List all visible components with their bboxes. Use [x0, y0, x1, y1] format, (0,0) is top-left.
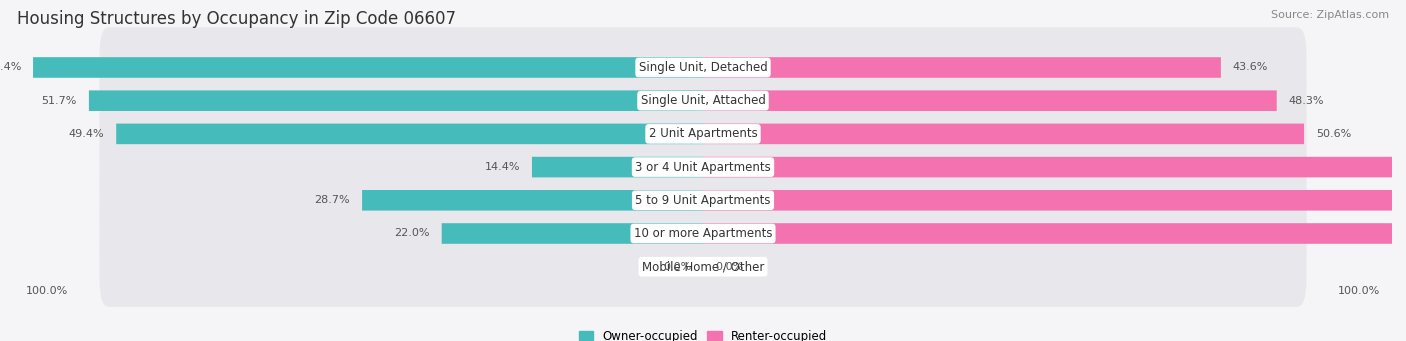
Text: 2 Unit Apartments: 2 Unit Apartments	[648, 128, 758, 140]
Text: Mobile Home / Other: Mobile Home / Other	[641, 260, 765, 273]
FancyBboxPatch shape	[703, 57, 1220, 78]
FancyBboxPatch shape	[703, 157, 1406, 177]
Text: 22.0%: 22.0%	[394, 228, 430, 238]
Text: Source: ZipAtlas.com: Source: ZipAtlas.com	[1271, 10, 1389, 20]
FancyBboxPatch shape	[100, 226, 1306, 307]
FancyBboxPatch shape	[34, 57, 703, 78]
Text: 100.0%: 100.0%	[25, 286, 67, 296]
FancyBboxPatch shape	[531, 157, 703, 177]
Text: Housing Structures by Occupancy in Zip Code 06607: Housing Structures by Occupancy in Zip C…	[17, 10, 456, 28]
Text: 100.0%: 100.0%	[1339, 286, 1381, 296]
FancyBboxPatch shape	[100, 127, 1306, 207]
Text: 3 or 4 Unit Apartments: 3 or 4 Unit Apartments	[636, 161, 770, 174]
Legend: Owner-occupied, Renter-occupied: Owner-occupied, Renter-occupied	[579, 330, 827, 341]
FancyBboxPatch shape	[703, 223, 1406, 244]
FancyBboxPatch shape	[117, 123, 703, 144]
FancyBboxPatch shape	[100, 27, 1306, 108]
Text: 0.0%: 0.0%	[714, 262, 744, 272]
Text: Single Unit, Detached: Single Unit, Detached	[638, 61, 768, 74]
FancyBboxPatch shape	[100, 60, 1306, 141]
FancyBboxPatch shape	[89, 90, 703, 111]
Text: 51.7%: 51.7%	[42, 96, 77, 106]
Text: 49.4%: 49.4%	[69, 129, 104, 139]
FancyBboxPatch shape	[703, 190, 1406, 211]
Text: 50.6%: 50.6%	[1316, 129, 1351, 139]
Text: 0.0%: 0.0%	[662, 262, 692, 272]
FancyBboxPatch shape	[441, 223, 703, 244]
Text: 28.7%: 28.7%	[315, 195, 350, 205]
Text: Single Unit, Attached: Single Unit, Attached	[641, 94, 765, 107]
Text: 5 to 9 Unit Apartments: 5 to 9 Unit Apartments	[636, 194, 770, 207]
FancyBboxPatch shape	[703, 123, 1303, 144]
Text: 56.4%: 56.4%	[0, 62, 21, 73]
FancyBboxPatch shape	[100, 193, 1306, 274]
FancyBboxPatch shape	[363, 190, 703, 211]
FancyBboxPatch shape	[100, 94, 1306, 174]
Text: 10 or more Apartments: 10 or more Apartments	[634, 227, 772, 240]
FancyBboxPatch shape	[703, 90, 1277, 111]
Text: 43.6%: 43.6%	[1233, 62, 1268, 73]
Text: 48.3%: 48.3%	[1288, 96, 1324, 106]
FancyBboxPatch shape	[100, 160, 1306, 240]
Text: 14.4%: 14.4%	[485, 162, 520, 172]
